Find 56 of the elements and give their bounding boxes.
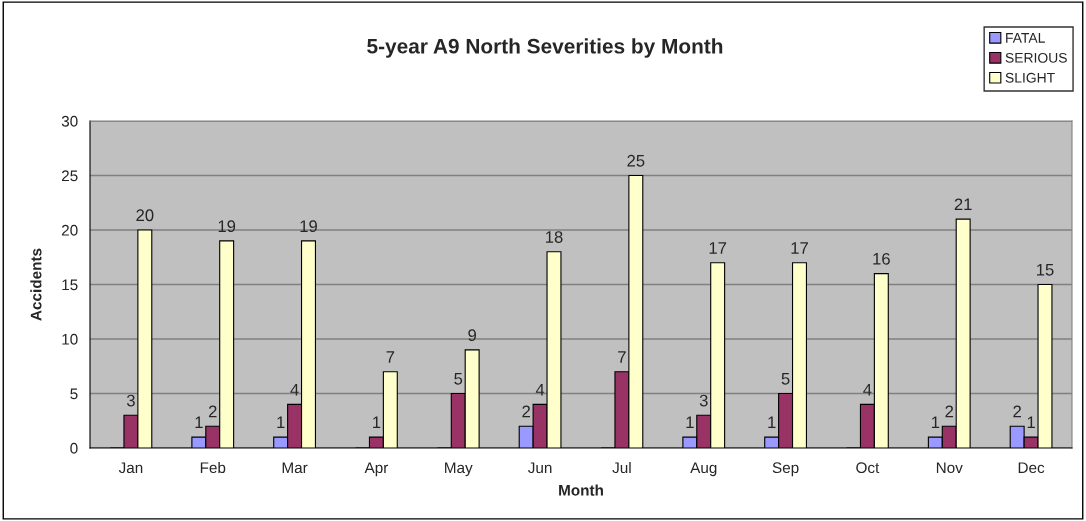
y-tick-label: 15 xyxy=(62,279,78,291)
data-label: 4 xyxy=(535,383,545,396)
data-label: 17 xyxy=(709,242,727,254)
legend-label: SERIOUS xyxy=(1005,52,1067,63)
data-label: 5 xyxy=(781,373,790,385)
x-tick-label: Dec xyxy=(1018,462,1045,474)
data-label: 1 xyxy=(195,416,203,429)
data-label: 1 xyxy=(277,416,285,429)
data-label: 19 xyxy=(218,220,236,233)
data-label: 4 xyxy=(290,383,299,396)
data-label: 20 xyxy=(136,209,154,222)
y-tick-label: 20 xyxy=(61,224,78,236)
x-tick-label: Nov xyxy=(936,462,963,474)
data-label: 1 xyxy=(686,416,694,429)
data-label: 5 xyxy=(454,373,463,385)
x-tick-label: Jul xyxy=(612,461,631,474)
y-tick-label: 30 xyxy=(61,115,78,127)
x-tick-label: Aug xyxy=(690,462,717,477)
data-label: 17 xyxy=(791,242,808,254)
x-tick-label: May xyxy=(445,462,473,477)
data-label: 18 xyxy=(546,231,563,243)
x-tick-label: Jun xyxy=(528,462,552,474)
data-label: 1 xyxy=(1027,416,1035,429)
data-label: 2 xyxy=(1013,405,1021,418)
legend-label: SLIGHT xyxy=(1005,72,1055,83)
data-label: 7 xyxy=(618,351,626,363)
x-tick-label: Feb xyxy=(200,461,226,474)
data-label: 25 xyxy=(627,154,645,167)
data-label: 2 xyxy=(208,405,217,418)
data-label: 19 xyxy=(300,220,317,233)
data-label: 3 xyxy=(126,394,135,407)
data-label: 15 xyxy=(1037,264,1054,276)
x-tick-label: Sep xyxy=(772,462,799,477)
x-tick-label: Mar xyxy=(282,462,308,474)
y-tick-label: 25 xyxy=(61,170,78,182)
data-label: 1 xyxy=(373,416,381,429)
data-label: 2 xyxy=(522,405,530,418)
y-axis-title: Accidents xyxy=(30,248,42,321)
x-axis-title: Month xyxy=(559,484,603,496)
data-label: 9 xyxy=(468,329,477,342)
x-tick-label: Oct xyxy=(856,462,880,474)
chart-title: 5-year A9 North Severities by Month xyxy=(367,38,723,58)
data-label: 2 xyxy=(945,405,954,418)
data-label: 3 xyxy=(699,394,708,407)
x-tick-label: Jan xyxy=(118,462,143,474)
data-label: 21 xyxy=(954,198,972,211)
x-tick-label: Apr xyxy=(364,462,389,477)
data-label: 1 xyxy=(768,416,776,429)
legend-label: FATAL xyxy=(1006,33,1045,43)
data-label: 4 xyxy=(863,383,872,396)
data-label: 16 xyxy=(873,252,890,265)
data-label: 7 xyxy=(386,351,395,363)
y-tick-label: 5 xyxy=(70,388,78,400)
y-tick-label: 10 xyxy=(62,333,78,345)
y-tick-label: 0 xyxy=(70,442,78,454)
data-label: 1 xyxy=(931,416,940,429)
